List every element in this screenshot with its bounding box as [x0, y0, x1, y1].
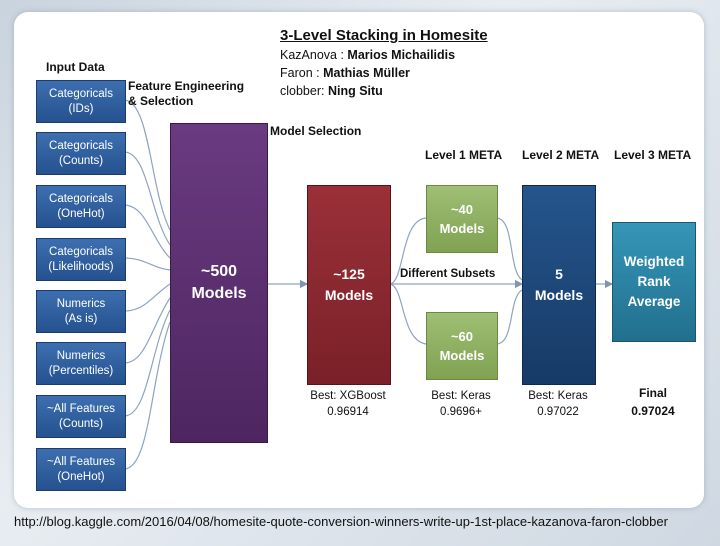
input-line2: (OneHot) — [57, 207, 105, 220]
input-line1: Categoricals — [49, 87, 113, 100]
input-line2: (Counts) — [58, 154, 104, 167]
box-line1: ~40 — [450, 202, 474, 217]
wire-125-to-60 — [388, 283, 427, 345]
wire-60-to-5 — [495, 289, 523, 345]
score-label: Best: Keras — [431, 390, 491, 402]
score-level3: Final 0.97024 — [608, 384, 698, 420]
wire-40-to-5 — [495, 217, 523, 281]
input-data-label: Input Data — [46, 60, 105, 74]
score-level1: Best: Keras 0.9696+ — [414, 388, 508, 420]
level3-label: Level 3 META — [614, 148, 692, 162]
wire-input-2 — [123, 151, 171, 246]
input-line2: (OneHot) — [57, 470, 105, 483]
box-line1: Weighted — [623, 254, 685, 269]
models-5-box: 5 Models — [522, 185, 596, 385]
feature-engineering-label-2: & Selection — [128, 94, 194, 108]
score-label: Best: Keras — [528, 390, 588, 402]
author-handle: KazAnova — [280, 48, 337, 62]
score-level2: Best: Keras 0.97022 — [512, 388, 604, 420]
models-40-box: ~40 Models — [426, 185, 498, 253]
input-line1: Categoricals — [49, 245, 113, 258]
author-sep: : — [321, 84, 328, 98]
box-line2: Models — [324, 287, 374, 303]
input-box: Categoricals (Likelihoods) — [36, 238, 126, 281]
wire-input-8 — [123, 321, 171, 470]
score-value: 0.97022 — [537, 406, 579, 418]
score-label: Best: XGBoost — [310, 390, 386, 402]
author-line-2: Faron : Mathias Müller — [280, 66, 410, 80]
author-line-1: KazAnova : Marios Michailidis — [280, 48, 455, 62]
level1-label: Level 1 META — [425, 148, 503, 162]
input-box: Numerics (Percentiles) — [36, 342, 126, 385]
input-line2: (Percentiles) — [48, 364, 114, 377]
input-line2: (IDs) — [68, 102, 94, 115]
source-url: http://blog.kaggle.com/2016/04/08/homesi… — [14, 514, 668, 529]
models-500-box: ~500 Models — [170, 123, 268, 443]
input-box: Numerics (As is) — [36, 290, 126, 333]
input-line1: ~All Features — [46, 402, 116, 415]
models-60-box: ~60 Models — [426, 312, 498, 380]
box-line2: Rank — [637, 274, 671, 289]
wire-input-7 — [123, 309, 171, 417]
author-handle: Faron — [280, 66, 313, 80]
feature-engineering-label-1: Feature Engineering — [128, 79, 245, 93]
author-sep: : — [312, 66, 324, 80]
box-line2: Models — [191, 285, 247, 302]
box-line1: ~60 — [450, 329, 474, 344]
input-line2: (Counts) — [58, 417, 104, 430]
input-line1: Categoricals — [49, 139, 113, 152]
input-box: Categoricals (OneHot) — [36, 185, 126, 228]
score-value: 0.97024 — [631, 404, 675, 418]
wire-125-to-40 — [388, 217, 427, 285]
input-line1: Categoricals — [49, 192, 113, 205]
input-box: Categoricals (Counts) — [36, 132, 126, 175]
author-name: Marios Michailidis — [347, 48, 456, 62]
wire-input-6 — [123, 297, 171, 364]
score-value: 0.9696+ — [440, 406, 482, 418]
box-line2: Models — [439, 221, 485, 236]
author-name: Ning Situ — [327, 84, 383, 98]
wire-input-3 — [123, 204, 171, 259]
model-selection-label: Model Selection — [270, 124, 362, 138]
input-line2: (As is) — [64, 312, 98, 325]
box-line2: Models — [439, 348, 485, 363]
box-line1: ~500 — [200, 263, 238, 280]
box-line1: ~125 — [333, 266, 365, 282]
wire-input-5 — [123, 283, 171, 312]
input-line1: Numerics — [56, 349, 106, 362]
input-box: ~All Features (OneHot) — [36, 448, 126, 491]
level2-label: Level 2 META — [522, 148, 600, 162]
author-line-3: clobber: Ning Situ — [280, 84, 383, 98]
score-value: 0.96914 — [327, 406, 369, 418]
slide-title: 3-Level Stacking in Homesite — [280, 27, 488, 44]
author-handle: clobber — [280, 84, 321, 98]
input-box: ~All Features (Counts) — [36, 395, 126, 438]
input-box: Categoricals (IDs) — [36, 80, 126, 123]
author-sep: : — [336, 48, 348, 62]
weighted-rank-average-box: Weighted Rank Average — [612, 222, 696, 342]
input-line1: Numerics — [56, 297, 106, 310]
author-name: Mathias Müller — [323, 66, 410, 80]
models-125-box: ~125 Models — [307, 185, 391, 385]
input-line1: ~All Features — [46, 455, 116, 468]
box-line3: Average — [627, 294, 681, 309]
different-subsets-label: Different Subsets — [400, 268, 496, 280]
box-line2: Models — [534, 287, 584, 303]
wire-input-1 — [123, 99, 171, 231]
box-line1: 5 — [555, 266, 563, 282]
score-level0: Best: XGBoost 0.96914 — [300, 388, 396, 420]
wire-input-4 — [123, 257, 171, 271]
score-label: Final — [638, 386, 667, 400]
input-line2: (Likelihoods) — [48, 260, 114, 273]
